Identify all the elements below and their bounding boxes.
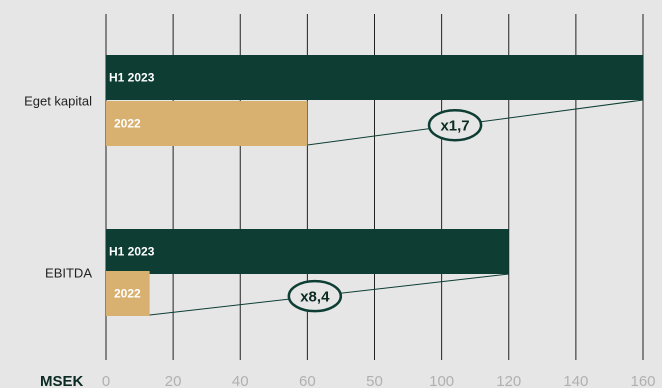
bar (106, 101, 308, 146)
multiplier-connectors (149, 99, 644, 316)
labels: 0 20 40 60 50 100 120 140 160 MSEK H1 2023 2022 Eget… (24, 71, 655, 388)
bar-series-label: 2022 (114, 287, 141, 301)
x-tick-label: 120 (496, 373, 521, 388)
category-label: EBITDA (45, 266, 92, 281)
x-tick-label: 50 (366, 373, 383, 388)
bar-series-label: H1 2023 (109, 71, 155, 85)
multiplier-badge (287, 279, 343, 313)
bar-series-label: 2022 (114, 117, 141, 131)
multiplier-badge (427, 108, 483, 142)
category-label: Eget kapital (24, 94, 92, 109)
bar (106, 271, 150, 316)
x-tick-label: 20 (165, 373, 182, 388)
bar-series-label: H1 2023 (109, 245, 155, 259)
x-tick-label: 160 (630, 373, 655, 388)
bars (106, 55, 643, 316)
multiplier-label: x1,7 (440, 118, 469, 135)
unit-label: MSEK (40, 373, 84, 388)
multiplier-label: x8,4 (300, 289, 330, 306)
x-tick-label: 0 (102, 373, 110, 388)
bar (106, 229, 509, 274)
bar (106, 55, 643, 100)
x-tick-label: 40 (232, 373, 249, 388)
x-tick-label: 60 (299, 373, 316, 388)
x-tick-label: 140 (563, 373, 588, 388)
x-tick-label: 100 (429, 373, 454, 388)
